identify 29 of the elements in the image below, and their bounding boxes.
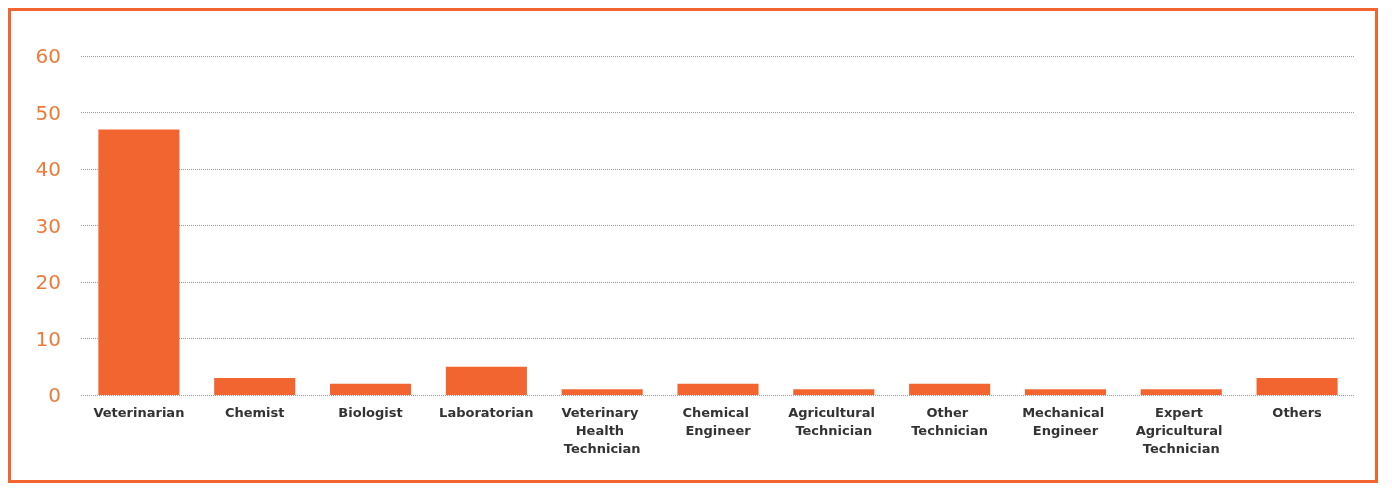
y-tick-label: 50 (35, 100, 61, 125)
bar (561, 389, 643, 395)
bar (793, 389, 875, 395)
bar (677, 383, 759, 395)
bar (1024, 389, 1106, 395)
y-tick-label: 40 (35, 157, 61, 181)
x-tick-label: Chemist (224, 404, 285, 420)
y-tick-label: 60 (35, 44, 61, 68)
x-tick-label: Other Technician (911, 404, 989, 438)
bar (445, 366, 527, 395)
y-tick-label: 10 (35, 326, 61, 351)
bar (98, 129, 180, 395)
x-tick-label: Chemical Engineer (682, 404, 754, 438)
x-tick-label: Laboratorian (439, 404, 534, 420)
y-tick-label: 30 (35, 213, 61, 238)
bar (214, 378, 296, 395)
y-tick-label: 0 (48, 383, 61, 407)
x-tick-label: Agricultural Technician (788, 404, 880, 438)
x-tick-label: Others (1272, 404, 1323, 420)
x-tick-label: Veterinary Health Technician (561, 404, 643, 456)
y-tick-label: 20 (35, 270, 61, 294)
x-tick-label: Expert Agricultural Technician (1135, 404, 1227, 456)
x-tick-label: Mechanical Engineer (1022, 404, 1109, 438)
bar (909, 383, 991, 395)
x-tick-label: Veterinarian (93, 404, 185, 420)
bar (1256, 378, 1338, 395)
x-tick-label: Biologist (338, 404, 403, 420)
bar (1140, 389, 1222, 395)
bar (330, 383, 412, 395)
